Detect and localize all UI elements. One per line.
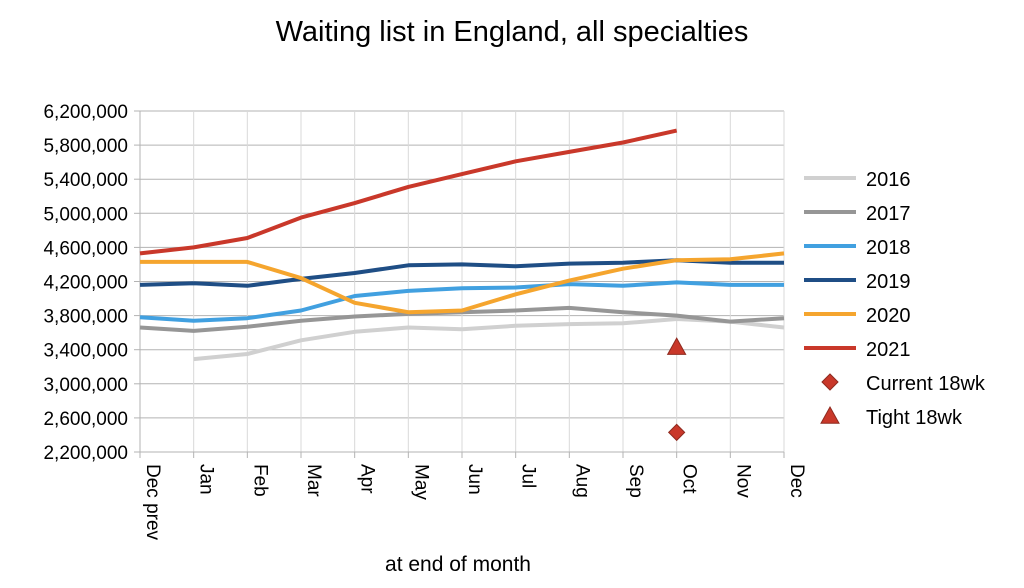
marker-tight-18wk — [666, 337, 687, 355]
y-tick-label: 3,400,000 — [43, 341, 128, 362]
markers — [666, 337, 687, 442]
marker-current-18wk — [667, 423, 686, 442]
series-line-2020 — [140, 251, 785, 315]
x-tick-label: Feb — [249, 464, 270, 497]
y-tick-label: 5,400,000 — [43, 170, 128, 191]
x-axis-label: at end of month — [385, 553, 531, 576]
x-tick-label: Oct — [679, 464, 700, 494]
legend-swatch-tight-18wk — [820, 405, 840, 424]
y-tick-label: 3,000,000 — [43, 375, 128, 396]
legend-label-2020: 2020 — [866, 305, 911, 327]
legend-label-2017: 2017 — [866, 203, 911, 225]
legend-swatch-current-18wk — [821, 373, 839, 391]
y-tick-label: 5,000,000 — [43, 204, 128, 225]
x-tick-label: Aug — [571, 464, 592, 498]
y-tick-label: 6,200,000 — [43, 102, 128, 123]
legend-label-2021: 2021 — [866, 339, 911, 361]
legend-label-2019: 2019 — [866, 271, 911, 293]
legend-label-2018: 2018 — [866, 237, 911, 259]
y-tick-label: 2,200,000 — [43, 443, 128, 464]
series-line-2018 — [139, 280, 784, 323]
legend-label-current-18wk: Current 18wk — [866, 373, 986, 395]
x-tick-label: Jan — [196, 464, 217, 495]
x-tick-label: Apr — [357, 464, 378, 494]
x-tick-label: Jun — [464, 464, 485, 495]
x-tick-label: Dec — [786, 464, 807, 498]
legend: 2016 2017 2018 2019 2020 2021 Current 18wk Tigh… — [804, 169, 986, 429]
x-tick-label: Nov — [732, 464, 753, 498]
x-tick-label: Dec prev — [142, 464, 163, 541]
x-tick-label: Jul — [518, 464, 539, 488]
x-tick-label: May — [410, 464, 431, 500]
y-axis: 2,200,000 2,600,000 3,000,000 3,400,000 3,80… — [43, 102, 141, 464]
series-line-2016 — [193, 317, 785, 362]
series-lines — [139, 128, 785, 362]
legend-label-tight-18wk: Tight 18wk — [866, 407, 963, 429]
legend-label-2016: 2016 — [866, 169, 911, 191]
y-tick-label: 4,600,000 — [43, 238, 128, 259]
x-axis: Dec prev Jan Feb Mar Apr May Jun Jul Aug Sep Oct No… — [139, 451, 807, 541]
series-line-2021 — [139, 128, 678, 256]
y-tick-label: 3,800,000 — [43, 307, 128, 328]
y-tick-label: 2,600,000 — [43, 409, 128, 430]
x-tick-label: Mar — [303, 464, 324, 497]
y-tick-label: 4,200,000 — [43, 273, 128, 294]
chart-title: Waiting list in England, all specialties — [275, 16, 749, 48]
y-tick-label: 5,800,000 — [43, 136, 128, 157]
x-tick-label: Sep — [625, 464, 646, 498]
